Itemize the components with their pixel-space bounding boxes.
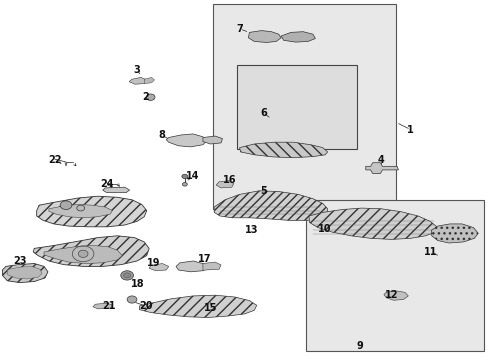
Polygon shape: [248, 31, 281, 42]
Text: 9: 9: [355, 341, 362, 351]
Polygon shape: [383, 291, 407, 300]
Text: 3: 3: [133, 65, 140, 75]
Polygon shape: [44, 246, 122, 264]
Circle shape: [127, 296, 137, 303]
Text: 8: 8: [158, 130, 164, 140]
Bar: [237, 65, 356, 149]
Text: 11: 11: [423, 247, 436, 257]
Bar: [305, 200, 483, 351]
Circle shape: [77, 205, 84, 211]
Text: 12: 12: [384, 290, 397, 300]
Circle shape: [146, 94, 155, 100]
Text: 20: 20: [139, 301, 152, 311]
Circle shape: [60, 201, 72, 210]
Text: 23: 23: [13, 256, 26, 266]
Text: 7: 7: [236, 24, 243, 34]
Text: 4: 4: [377, 155, 384, 165]
Polygon shape: [139, 295, 256, 318]
Polygon shape: [7, 266, 42, 279]
Text: 19: 19: [147, 258, 161, 268]
Polygon shape: [203, 136, 222, 144]
Text: 15: 15: [203, 303, 217, 313]
Circle shape: [182, 183, 187, 186]
Polygon shape: [239, 142, 327, 158]
Text: 17: 17: [197, 254, 211, 264]
Circle shape: [123, 273, 130, 278]
Polygon shape: [33, 236, 149, 266]
Text: 10: 10: [318, 224, 331, 234]
Text: 24: 24: [100, 179, 113, 189]
Text: 6: 6: [260, 108, 267, 118]
Polygon shape: [93, 303, 112, 309]
Polygon shape: [102, 187, 129, 193]
Polygon shape: [365, 163, 398, 174]
Polygon shape: [2, 264, 48, 283]
Polygon shape: [216, 181, 233, 188]
Polygon shape: [308, 208, 437, 239]
Polygon shape: [49, 204, 112, 218]
Text: 14: 14: [186, 171, 200, 181]
Text: 1: 1: [407, 125, 413, 135]
Polygon shape: [149, 264, 168, 271]
Bar: [212, 4, 395, 209]
Text: 13: 13: [244, 225, 258, 235]
Polygon shape: [430, 224, 477, 243]
Polygon shape: [203, 262, 221, 271]
Polygon shape: [166, 134, 206, 147]
Text: 16: 16: [223, 175, 236, 185]
Polygon shape: [176, 261, 206, 272]
Polygon shape: [214, 191, 327, 220]
Circle shape: [182, 174, 187, 179]
Polygon shape: [281, 32, 315, 42]
Circle shape: [121, 271, 133, 280]
Text: 18: 18: [131, 279, 144, 289]
Polygon shape: [129, 77, 146, 84]
Text: 22: 22: [48, 155, 61, 165]
Polygon shape: [144, 77, 154, 84]
Polygon shape: [37, 196, 146, 227]
Text: 2: 2: [142, 92, 149, 102]
Circle shape: [78, 250, 88, 257]
Text: 21: 21: [102, 301, 115, 311]
Text: 5: 5: [260, 186, 267, 196]
